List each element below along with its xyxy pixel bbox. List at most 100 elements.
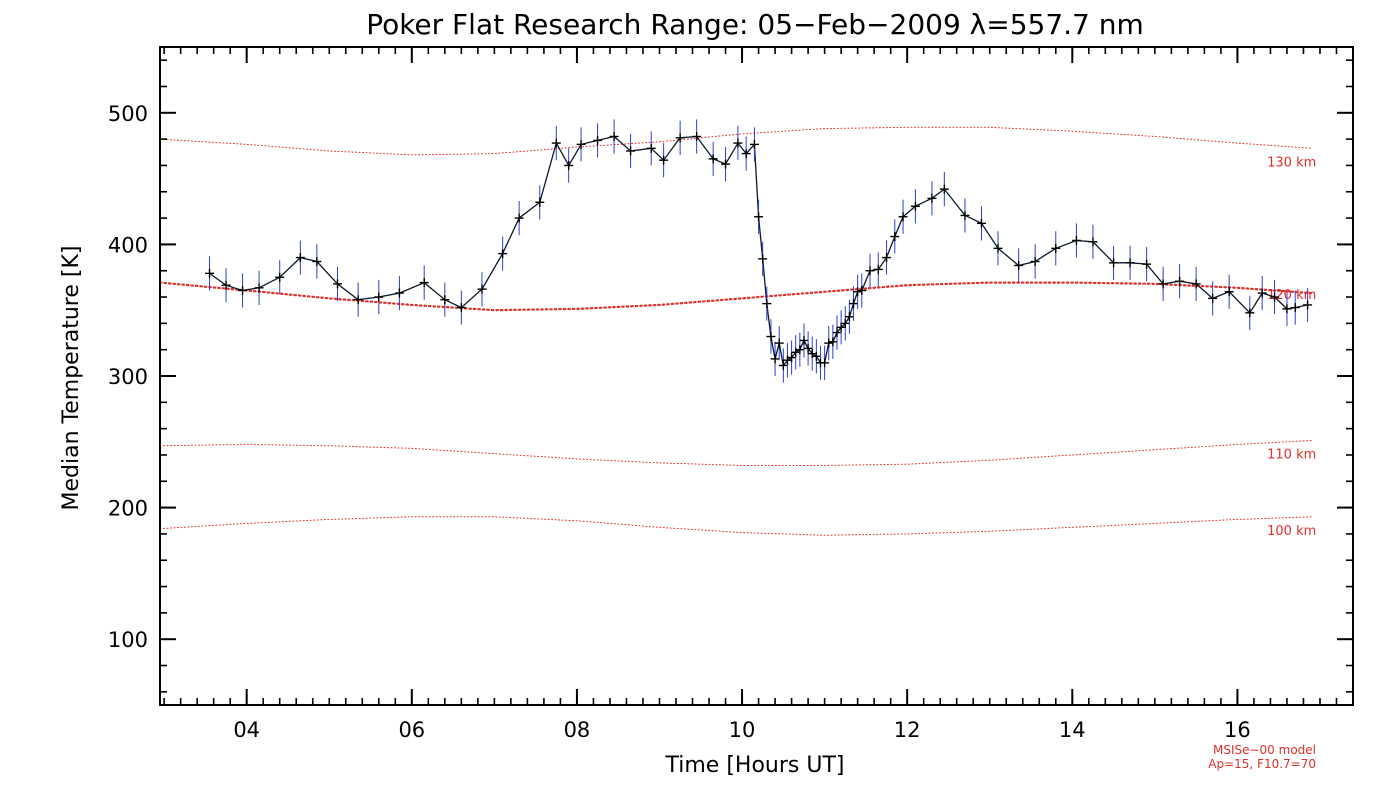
data-point xyxy=(898,212,908,222)
data-point xyxy=(205,268,215,278)
data-point xyxy=(394,288,404,298)
x-tick-label: 16 xyxy=(1224,718,1251,742)
x-tick-label: 10 xyxy=(729,718,756,742)
y-tick-label: 400 xyxy=(108,233,148,257)
plot-frame xyxy=(159,46,1354,706)
data-point xyxy=(535,197,545,207)
data-point xyxy=(353,295,363,305)
data-point xyxy=(498,249,508,259)
data-point xyxy=(312,257,322,267)
data-point xyxy=(295,253,305,263)
data-point xyxy=(824,338,834,348)
data-point xyxy=(609,131,619,141)
data-point xyxy=(551,138,561,148)
model-curve-120-km xyxy=(158,281,1313,312)
data-point xyxy=(910,201,920,211)
data-point xyxy=(1191,279,1201,289)
data-point xyxy=(1224,287,1234,297)
data-point xyxy=(1257,288,1267,298)
model-note-line-2: Ap=15, F10.7=70 xyxy=(1208,757,1316,771)
data-point xyxy=(1303,300,1313,310)
data-point xyxy=(1282,304,1292,314)
data-point xyxy=(238,285,248,295)
data-point xyxy=(795,345,805,355)
data-point xyxy=(762,299,772,309)
data-point xyxy=(803,343,813,353)
data-point xyxy=(811,351,821,361)
data-point xyxy=(1088,237,1098,247)
data-point xyxy=(564,160,574,170)
x-tick-label: 08 xyxy=(564,718,591,742)
x-tick-label: 14 xyxy=(1059,718,1086,742)
model-label-130-km: 130 km xyxy=(1267,155,1316,170)
model-label-100-km: 100 km xyxy=(1267,524,1316,539)
data-point xyxy=(820,358,830,368)
data-point xyxy=(857,285,867,295)
data-point xyxy=(882,253,892,263)
data-point xyxy=(692,131,702,141)
data-point xyxy=(1109,258,1119,268)
data-point xyxy=(1270,292,1280,302)
x-tick-label: 04 xyxy=(233,718,260,742)
y-tick-label: 100 xyxy=(108,628,148,652)
model-note-line-1: MSISe−00 model xyxy=(1213,743,1316,757)
axes: 04 06 08 10 12 14 16 100 200 300 400 500 xyxy=(108,46,1354,742)
y-axis-label: Median Temperature [K] xyxy=(59,246,84,511)
data-point xyxy=(275,272,285,282)
data-point xyxy=(456,303,466,313)
data-point xyxy=(927,193,937,203)
data-series xyxy=(205,119,1313,383)
data-point xyxy=(646,143,656,153)
data-point xyxy=(778,360,788,370)
data-point xyxy=(754,212,764,222)
model-label-120-km: 120 km xyxy=(1267,288,1316,303)
data-point xyxy=(708,154,718,164)
data-point xyxy=(840,318,850,328)
data-point xyxy=(419,278,429,288)
data-point xyxy=(832,328,842,338)
data-point xyxy=(749,139,759,149)
y-tick-label: 200 xyxy=(108,497,148,521)
data-point xyxy=(440,295,450,305)
data-point xyxy=(1208,293,1218,303)
x-tick-label: 12 xyxy=(894,718,921,742)
data-point xyxy=(593,135,603,145)
model-curves: 130 km 120 km 110 km 100 km xyxy=(158,126,1316,539)
data-point xyxy=(976,218,986,228)
data-point xyxy=(1030,257,1040,267)
x-tick-label: 06 xyxy=(398,718,425,742)
data-point xyxy=(836,322,846,332)
data-point xyxy=(844,312,854,322)
data-point xyxy=(1071,235,1081,245)
data-point xyxy=(733,138,743,148)
data-point xyxy=(1014,260,1024,270)
data-point xyxy=(374,292,384,302)
data-point xyxy=(254,283,264,293)
model-curve-110-km xyxy=(159,440,1313,466)
data-point xyxy=(721,159,731,169)
data-point xyxy=(1158,279,1168,289)
data-point xyxy=(1051,243,1061,253)
data-point xyxy=(1245,308,1255,318)
data-point xyxy=(993,243,1003,253)
model-label-110-km: 110 km xyxy=(1267,447,1316,462)
data-point xyxy=(766,332,776,342)
data-point xyxy=(758,254,768,264)
data-point xyxy=(221,280,231,290)
data-point xyxy=(787,353,797,363)
model-curve-100-km xyxy=(159,516,1313,536)
data-point xyxy=(333,279,343,289)
data-point xyxy=(799,335,809,345)
x-axis-label: Time [Hours UT] xyxy=(665,753,845,778)
data-point xyxy=(849,299,859,309)
data-point xyxy=(939,184,949,194)
data-point xyxy=(741,149,751,159)
data-point xyxy=(774,338,784,348)
series-line xyxy=(209,135,1308,368)
data-point xyxy=(675,133,685,143)
y-tick-label: 500 xyxy=(108,102,148,126)
model-curve-130-km xyxy=(159,126,1313,156)
data-point xyxy=(626,146,636,156)
data-point xyxy=(770,354,780,364)
